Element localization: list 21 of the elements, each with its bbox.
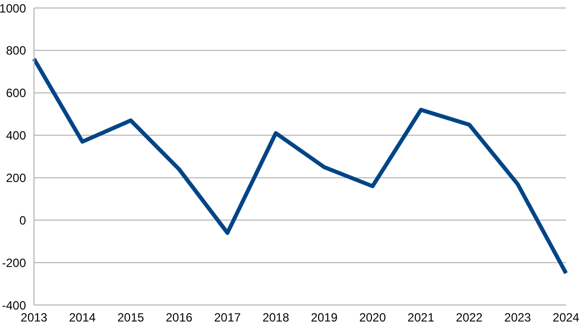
x-tick-label: 2019: [310, 310, 338, 325]
line-series: [32, 56, 568, 276]
x-tick-label: 2015: [117, 310, 144, 325]
x-tick-label: 2024: [552, 310, 580, 325]
x-tick-label: 2018: [262, 310, 290, 325]
x-tick-label: 2017: [214, 310, 242, 325]
x-tick-label: 2013: [20, 310, 48, 325]
x-tick-label: 2016: [166, 310, 193, 325]
y-tick-label: 0: [19, 213, 26, 228]
x-tick-label: 2021: [408, 310, 435, 325]
y-tick-label: 800: [6, 44, 26, 58]
y-tick-label: 600: [6, 86, 26, 100]
y-tick-label: -400: [2, 298, 26, 312]
x-tick-label: 2022: [456, 310, 483, 325]
y-tick-label: 1000: [0, 1, 26, 16]
y-tick-label: -200: [2, 256, 26, 270]
y-tick-label: 200: [6, 170, 26, 185]
x-tick-label: 2020: [359, 310, 386, 325]
y-tick-label: 400: [6, 128, 26, 143]
x-tick-label: 2023: [504, 310, 532, 325]
x-tick-label: 2014: [69, 310, 96, 325]
